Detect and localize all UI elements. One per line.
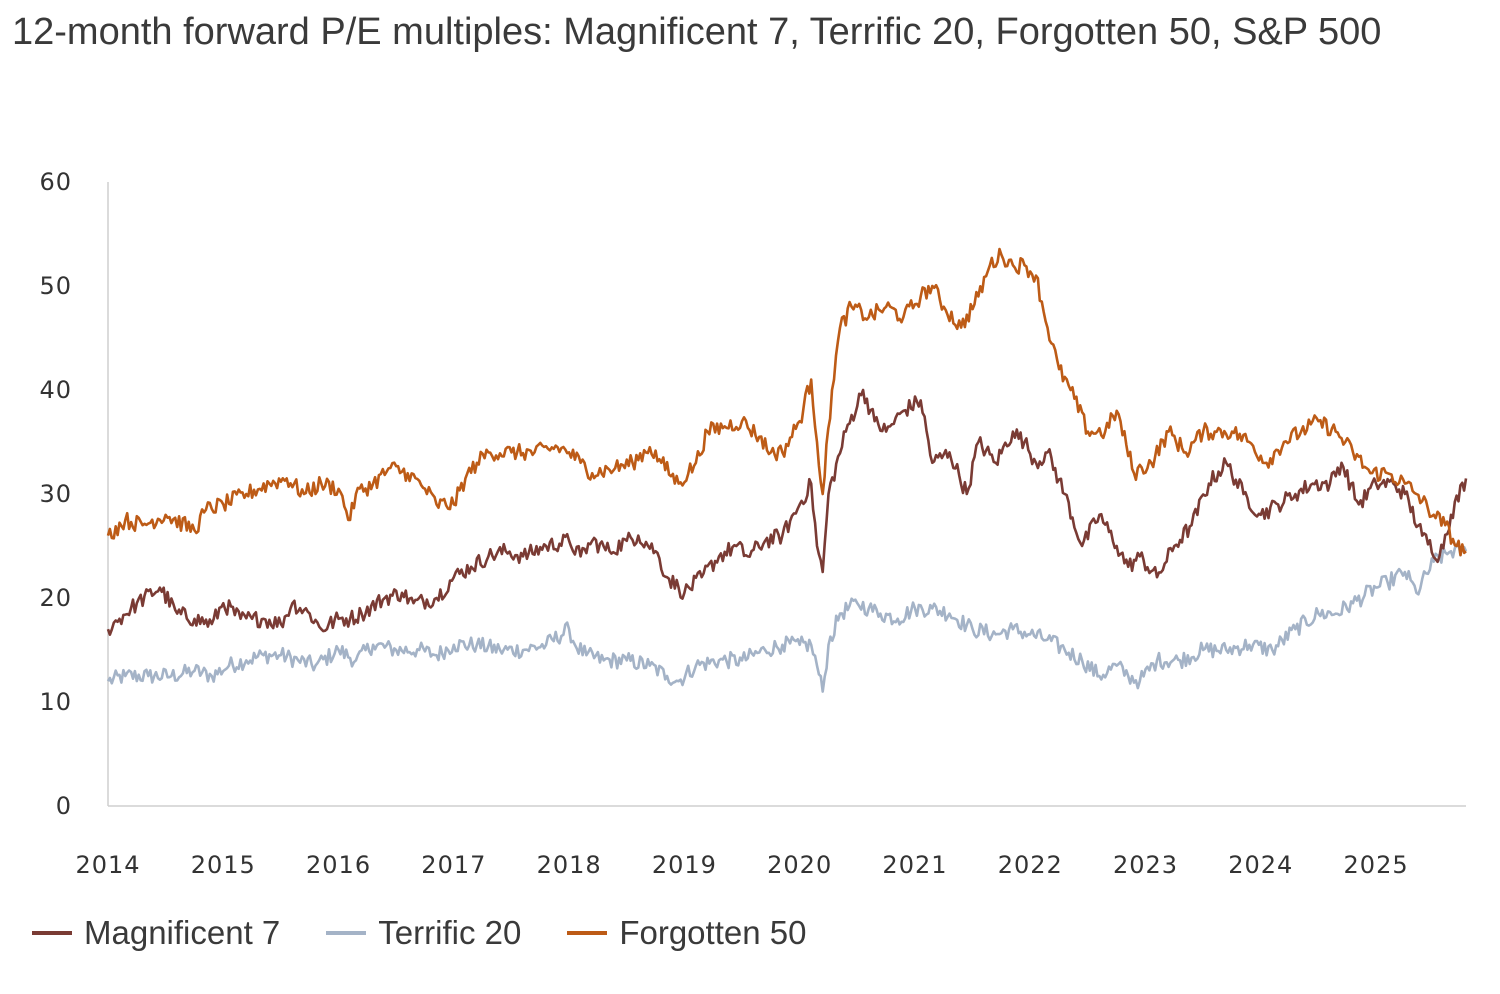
x-tick-label: 2021 [882,851,947,879]
legend-swatch-magnificent-7 [32,931,72,935]
x-tick-label: 2018 [537,851,602,879]
x-tick-label: 2017 [421,851,486,879]
legend-label-terrific-20: Terrific 20 [378,914,522,951]
x-tick-label: 2014 [75,851,140,879]
series-line-magnificent-7 [106,388,1468,636]
legend-label-forgotten-50: Forgotten 50 [619,914,807,951]
y-tick-label: 30 [39,480,72,508]
x-tick-label: 2024 [1228,851,1293,879]
legend-label-magnificent-7: Magnificent 7 [84,914,281,951]
series-group [106,247,1468,693]
x-tick-label: 2016 [306,851,371,879]
x-tick-label: 2022 [998,851,1063,879]
x-tick-label: 2025 [1344,851,1409,879]
legend: Magnificent 7 Terrific 20 Forgotten 50 [32,914,806,952]
x-tick-label: 2023 [1113,851,1178,879]
x-tick-label: 2019 [652,851,717,879]
y-tick-label: 0 [56,792,72,820]
series-line-forgotten-50 [106,247,1467,557]
legend-swatch-forgotten-50 [567,931,608,935]
y-tick-label: 50 [39,272,72,300]
x-axis-ticks: 2014 2015 2016 2017 2018 2019 2020 2021 2022 2023… [75,851,1409,879]
y-axis-ticks: 0 10 20 30 40 50 60 [39,168,72,820]
y-tick-label: 20 [39,584,72,612]
legend-item-forgotten-50: Forgotten 50 [567,914,806,952]
series-line-terrific-20 [106,543,1468,693]
legend-swatch-terrific-20 [326,931,367,935]
y-tick-label: 10 [39,688,72,716]
y-tick-label: 60 [39,168,72,196]
y-tick-label: 40 [39,376,72,404]
legend-item-magnificent-7: Magnificent 7 [32,914,280,952]
x-tick-label: 2020 [767,851,832,879]
chart-title: 12-month forward P/E multiples: Magnific… [12,11,1382,53]
legend-item-terrific-20: Terrific 20 [326,914,521,952]
x-tick-label: 2015 [191,851,256,879]
